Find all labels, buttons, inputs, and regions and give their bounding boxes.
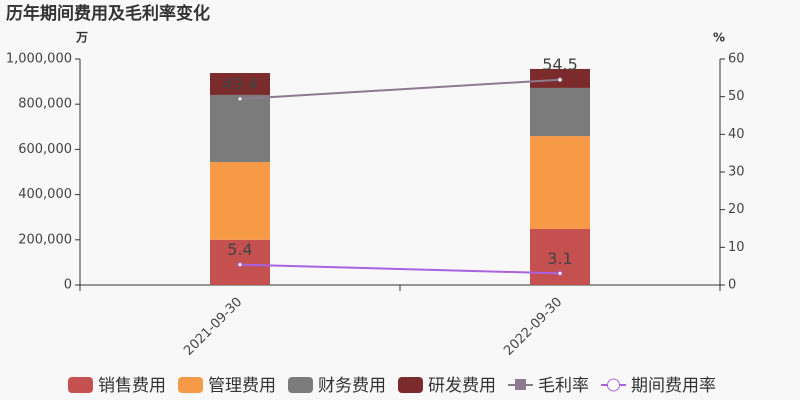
- x-tick-label: 2022-09-30: [501, 295, 565, 359]
- y-tick-label: 200,000: [18, 232, 72, 247]
- legend-label: 销售费用: [98, 376, 166, 396]
- legend-label: 管理费用: [208, 376, 276, 396]
- value-label: 3.1: [547, 249, 572, 268]
- bar-segment: [210, 162, 270, 240]
- legend-swatch: [68, 377, 93, 393]
- y2-tick-label: 30: [728, 165, 745, 180]
- legend-item: 毛利率: [508, 376, 589, 396]
- value-label: 54.5: [542, 55, 578, 74]
- y-tick-label: 1,000,000: [6, 52, 72, 67]
- y-tick-label: 0: [64, 278, 72, 293]
- chart-title: 历年期间费用及毛利率变化: [6, 3, 210, 24]
- legend-item: 销售费用: [68, 376, 166, 396]
- y2-unit: %: [713, 31, 725, 45]
- point: [237, 262, 243, 268]
- legend-item: 研发费用: [398, 376, 496, 396]
- legend-item: 管理费用: [178, 376, 276, 396]
- point: [557, 270, 563, 276]
- legend-swatch: [178, 377, 203, 393]
- legend-label: 财务费用: [318, 376, 386, 396]
- legend-marker: [607, 378, 620, 392]
- legend-swatch: [288, 377, 313, 393]
- value-label: 49.4: [222, 74, 258, 93]
- y2-tick-label: 0: [728, 278, 736, 293]
- y2-tick-label: 10: [728, 240, 745, 255]
- legend-label: 研发费用: [428, 376, 496, 396]
- legend-item: 期间费用率: [601, 376, 716, 396]
- legend-marker: [515, 379, 526, 390]
- bar-segment: [530, 136, 590, 229]
- point: [237, 96, 243, 102]
- legend-item: 财务费用: [288, 376, 386, 396]
- legend-label: 毛利率: [538, 376, 589, 396]
- bar-segment: [530, 87, 590, 137]
- legend-label: 期间费用率: [631, 376, 716, 396]
- y-tick-label: 400,000: [18, 187, 72, 202]
- y-tick-label: 600,000: [18, 142, 72, 157]
- legend-swatch: [398, 377, 423, 393]
- bar-segment: [210, 73, 270, 95]
- y2-tick-label: 50: [728, 89, 745, 104]
- line: [239, 78, 561, 100]
- y2-tick-label: 20: [728, 202, 745, 217]
- y2-tick-label: 60: [728, 52, 745, 67]
- point: [557, 77, 563, 83]
- value-label: 5.4: [227, 240, 252, 259]
- y2-tick-label: 40: [728, 127, 745, 142]
- line: [239, 263, 561, 275]
- bar-segment: [210, 94, 270, 163]
- x-tick-label: 2021-09-30: [181, 295, 245, 359]
- y-unit: 万: [75, 31, 88, 45]
- y-tick-label: 800,000: [18, 97, 72, 112]
